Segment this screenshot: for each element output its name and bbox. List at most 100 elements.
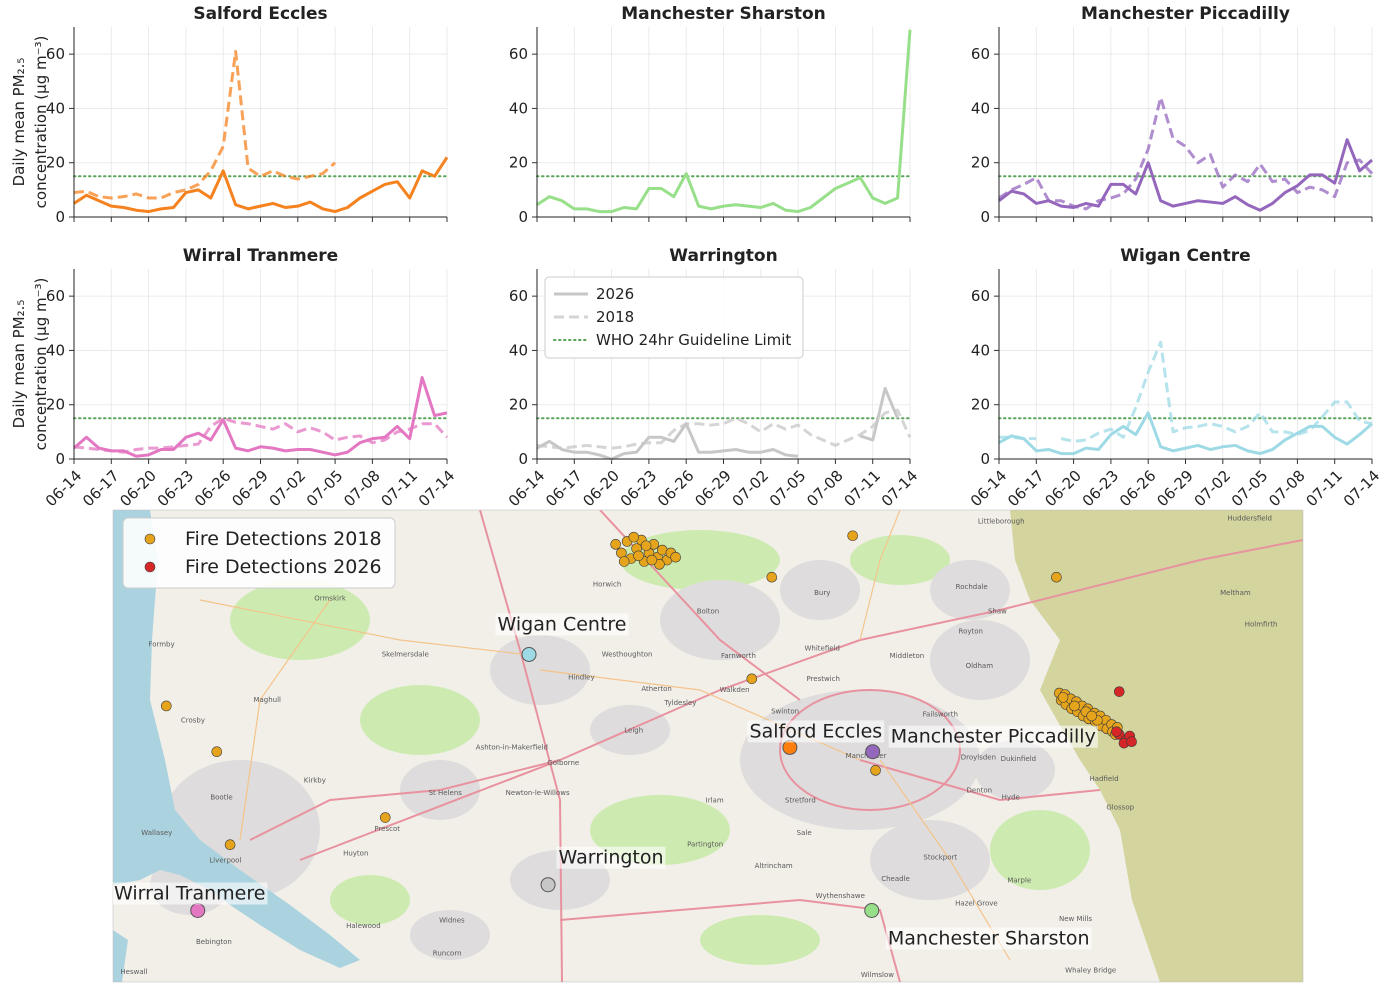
x-tick-label: 07-02 xyxy=(1191,467,1235,511)
place-label: Whitefield xyxy=(805,645,840,653)
y-tick-label: 20 xyxy=(509,154,528,172)
place-label: Bebington xyxy=(196,938,232,946)
station-label: Wirral Tranmere xyxy=(114,882,266,904)
x-tick-label: 07-11 xyxy=(378,467,422,511)
place-label: Manchester xyxy=(846,752,887,760)
x-tick-label: 07-11 xyxy=(841,467,885,511)
place-label: Partington xyxy=(687,841,723,849)
x-tick-label: 06-26 xyxy=(654,467,698,511)
y-tick-label: 40 xyxy=(46,99,65,117)
place-label: Rochdale xyxy=(956,583,988,591)
legend-swatch xyxy=(144,561,156,573)
y-tick-label: 40 xyxy=(46,341,65,359)
place-label: Hazel Grove xyxy=(955,899,998,907)
fire-point xyxy=(1051,571,1062,583)
line-panel: Manchester Sharston 0 20 40 60 xyxy=(509,4,912,226)
place-label: Heswall xyxy=(120,968,147,976)
place-label: Newton-le-Willows xyxy=(506,789,570,797)
x-tick-label: 06-20 xyxy=(116,467,160,511)
place-label: Widnes xyxy=(439,916,465,924)
x-tick-label: 06-23 xyxy=(154,467,198,511)
y-tick-label: 20 xyxy=(971,396,990,414)
line-panel: Wigan Centre020406006-1406-1706-2006-230… xyxy=(967,246,1384,510)
x-tick-label: 07-08 xyxy=(1265,467,1309,511)
panel-title: Manchester Sharston xyxy=(621,4,826,24)
fire-point xyxy=(1113,686,1125,697)
place-label: Swinton xyxy=(771,708,799,716)
y-tick-label: 0 xyxy=(55,208,65,226)
station-marker xyxy=(540,877,556,893)
station-label-bg xyxy=(556,846,666,869)
place-label: Runcorn xyxy=(433,949,462,957)
series-line xyxy=(73,156,449,214)
place-label: Huddersfield xyxy=(1227,515,1272,523)
place-label: Holmfirth xyxy=(1245,620,1278,628)
fire-point xyxy=(633,550,644,562)
x-tick-label: 07-08 xyxy=(340,467,384,511)
place-label: Middleton xyxy=(890,652,925,660)
station-marker xyxy=(864,902,880,918)
y-tick-label: 60 xyxy=(46,45,65,63)
fire-point xyxy=(1069,700,1080,712)
x-tick-label: 06-29 xyxy=(228,467,272,511)
station-label-bg xyxy=(113,882,268,905)
fire-point xyxy=(618,556,630,567)
y-axis-label: Daily mean PM₂.₅ xyxy=(10,300,28,429)
place-label: Dukinfield xyxy=(1001,755,1036,763)
place-label: New Mills xyxy=(1059,915,1092,923)
fire-point xyxy=(211,746,223,758)
panel-title: Wirral Tranmere xyxy=(183,246,338,266)
fire-point xyxy=(646,554,658,566)
series-line xyxy=(73,49,337,200)
line-panel: Wirral Tranmere020406006-1406-1706-2006-… xyxy=(10,246,458,510)
place-label: Westhoughton xyxy=(602,650,653,658)
place-label: Farnworth xyxy=(721,652,756,660)
place-label: Stretford xyxy=(785,796,816,804)
x-tick-label: 07-14 xyxy=(415,467,459,511)
station-label: Salford Eccles xyxy=(750,720,883,742)
x-tick-label: 07-14 xyxy=(878,467,922,511)
legend-box xyxy=(544,276,804,359)
y-tick-label: 40 xyxy=(971,99,990,117)
fire-point xyxy=(610,539,621,550)
fire-point xyxy=(161,700,172,712)
place-label: Bootle xyxy=(210,793,232,801)
panel-title: Salford Eccles xyxy=(193,4,327,24)
x-tick-label: 07-08 xyxy=(803,467,847,511)
station-label: Manchester Piccadilly xyxy=(891,726,1096,748)
y-tick-label: 20 xyxy=(46,154,65,172)
y-axis-label: concentration (μg m⁻³) xyxy=(32,278,50,451)
x-tick-label: 06-17 xyxy=(1004,467,1048,511)
series-line xyxy=(998,96,1374,211)
place-label: Golborne xyxy=(547,759,579,767)
y-tick-label: 40 xyxy=(509,341,528,359)
place-label: Whaley Bridge xyxy=(1065,967,1116,975)
fire-point xyxy=(847,530,859,542)
y-tick-label: 60 xyxy=(509,287,528,305)
fire-point xyxy=(640,540,652,552)
series-line xyxy=(73,416,449,454)
x-tick-label: 07-14 xyxy=(1340,467,1384,511)
place-label: Halewood xyxy=(346,922,381,930)
x-tick-label: 06-14 xyxy=(42,467,86,511)
station-label: Warrington xyxy=(559,847,664,869)
place-label: Crosby xyxy=(181,716,205,724)
place-label: Wallasey xyxy=(141,829,172,837)
station-marker xyxy=(190,902,206,918)
place-label: Meltham xyxy=(1220,589,1251,597)
line-panel: Warrington020406006-1406-1706-2006-2306-… xyxy=(505,246,922,510)
fire-point xyxy=(766,571,778,583)
place-label: Hadfield xyxy=(1089,775,1118,783)
place-label: Ormskirk xyxy=(314,595,347,603)
place-label: Atherton xyxy=(641,685,672,693)
legend-label: Fire Detections 2026 xyxy=(185,556,382,578)
y-tick-label: 0 xyxy=(980,208,990,226)
y-tick-label: 0 xyxy=(518,450,528,468)
series-line xyxy=(999,340,1373,443)
place-label: Altrincham xyxy=(755,862,793,870)
place-label: Bolton xyxy=(697,608,720,616)
place-label: Cheadle xyxy=(881,875,910,883)
x-tick-label: 07-02 xyxy=(266,467,310,511)
panel-title: Manchester Piccadilly xyxy=(1081,4,1290,24)
